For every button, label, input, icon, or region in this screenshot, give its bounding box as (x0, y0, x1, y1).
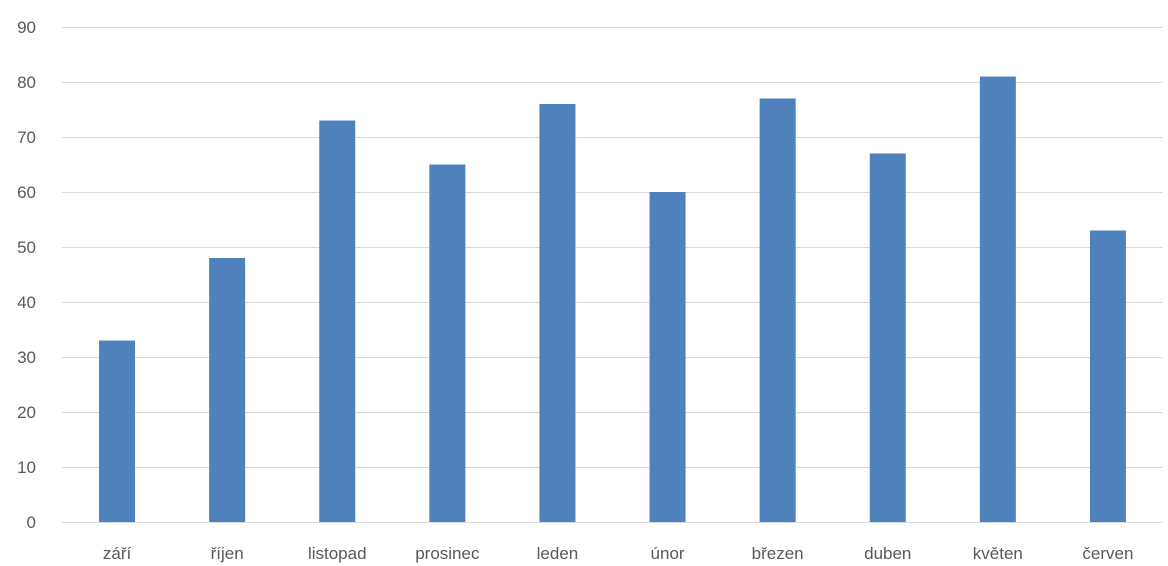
x-tick-label: září (103, 544, 132, 563)
bar-0 (99, 340, 136, 522)
x-tick-label: duben (864, 544, 911, 563)
x-axis-tick-labels: září říjen listopad prosinec leden únor březen… (103, 544, 1134, 563)
y-tick-label: 30 (17, 348, 36, 367)
x-tick-label: květen (973, 544, 1023, 563)
x-tick-label: březen (752, 544, 804, 563)
bar-6 (759, 98, 796, 522)
y-tick-label: 90 (17, 18, 36, 37)
bar-2 (319, 120, 356, 522)
y-tick-label: 10 (17, 458, 36, 477)
x-tick-label: leden (537, 544, 579, 563)
y-tick-label: 0 (27, 513, 36, 532)
x-tick-label: listopad (308, 544, 367, 563)
y-tick-label: 20 (17, 403, 36, 422)
y-tick-label: 40 (17, 293, 36, 312)
bar-7 (869, 153, 906, 522)
bar-5 (649, 192, 686, 522)
y-tick-label: 80 (17, 73, 36, 92)
y-tick-label: 60 (17, 183, 36, 202)
x-tick-label: červen (1082, 544, 1133, 563)
bar-1 (209, 258, 246, 522)
bar-8 (979, 76, 1016, 522)
bar-4 (539, 104, 576, 522)
x-tick-label: prosinec (415, 544, 480, 563)
y-tick-label: 50 (17, 238, 36, 257)
gridlines (62, 27, 1163, 523)
x-tick-label: únor (651, 544, 685, 563)
x-tick-label: říjen (211, 544, 244, 563)
bar-3 (429, 164, 466, 522)
y-axis-tick-labels: 0 10 20 30 40 50 60 70 80 90 (17, 18, 36, 532)
bar-9 (1089, 230, 1126, 522)
bars (99, 76, 1126, 522)
y-tick-label: 70 (17, 128, 36, 147)
